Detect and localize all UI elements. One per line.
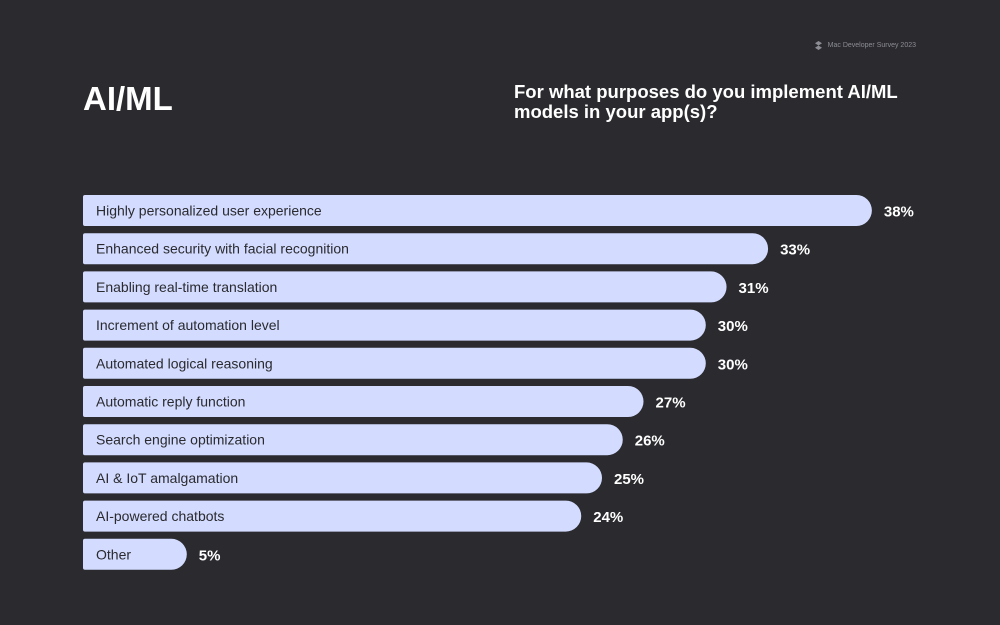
bar xyxy=(83,538,187,570)
bar xyxy=(83,424,623,456)
bar-row: Automatic reply function 27% xyxy=(83,386,686,417)
bar-row: Enhanced security with facial recognitio… xyxy=(83,233,810,265)
survey-question: For what purposes do you implement AI/ML… xyxy=(514,81,898,122)
bar xyxy=(83,462,602,494)
bar-value-label: 26% xyxy=(635,433,665,450)
bar-row: Highly personalized user experience 38% xyxy=(83,195,914,226)
bar-category-label: Increment of automation level xyxy=(96,317,280,333)
bar-row: Increment of automation level 30% xyxy=(83,309,748,341)
bar-category-label: Other xyxy=(96,546,131,562)
section-title: AI/ML xyxy=(83,80,173,117)
brand-logo-icon xyxy=(814,41,822,50)
bar-value-label: 31% xyxy=(739,280,769,297)
bar-value-label: 24% xyxy=(593,509,623,526)
brand-text: Mac Developer Survey 2023 xyxy=(827,42,916,49)
bar-row: Search engine optimization 26% xyxy=(83,424,665,456)
bar-row: Enabling real-time translation 31% xyxy=(83,271,769,303)
bar xyxy=(83,233,769,265)
bar-category-label: AI-powered chatbots xyxy=(96,508,224,524)
bar-value-label: 30% xyxy=(718,318,748,335)
bar xyxy=(83,500,582,532)
bar-category-label: Enabling real-time translation xyxy=(96,279,277,295)
bar-value-label: 30% xyxy=(718,356,748,373)
bar xyxy=(83,347,706,379)
bar-category-label: Search engine optimization xyxy=(96,432,265,448)
bar-row: AI-powered chatbots 24% xyxy=(83,500,623,532)
brand-badge: Mac Developer Survey 2023 xyxy=(814,41,916,50)
bar-value-label: 33% xyxy=(780,242,810,259)
bar-value-label: 27% xyxy=(656,395,686,412)
bar-category-label: Automated logical reasoning xyxy=(96,355,273,371)
bar-row: Automated logical reasoning 30% xyxy=(83,347,748,379)
bar xyxy=(83,386,644,417)
bar-category-label: AI & IoT amalgamation xyxy=(96,470,238,486)
bar xyxy=(83,309,706,341)
bar-category-label: Highly personalized user experience xyxy=(96,203,322,219)
bar xyxy=(83,195,872,226)
bar-category-label: Automatic reply function xyxy=(96,394,245,410)
bar-value-label: 5% xyxy=(199,547,221,564)
bar-row: AI & IoT amalgamation 25% xyxy=(83,462,644,494)
bar-category-label: Enhanced security with facial recognitio… xyxy=(96,241,349,257)
bar xyxy=(83,271,727,303)
bar-value-label: 25% xyxy=(614,471,644,488)
bar-row: Other 5% xyxy=(83,538,221,570)
bar-value-label: 38% xyxy=(884,204,914,221)
